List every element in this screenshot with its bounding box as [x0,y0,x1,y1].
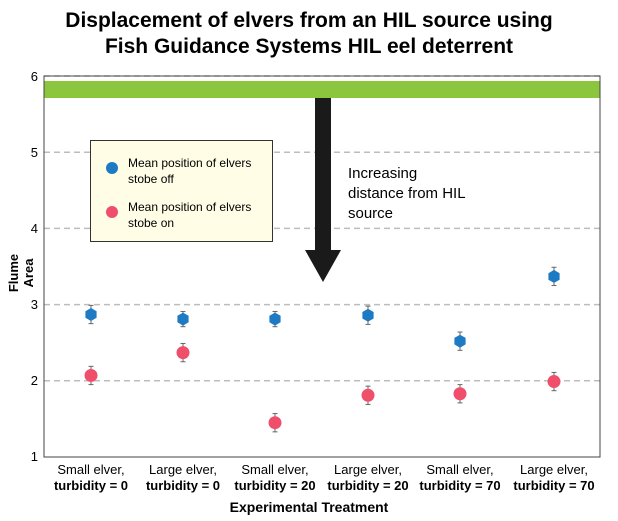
hil-source-band [44,81,600,98]
data-point-strobe-off [269,312,281,326]
category-line2: turbidity = 0 [145,478,221,493]
distance-arrow-head [305,250,341,282]
category-line1: Large elver, [520,462,588,477]
category-line2: turbidity = 70 [513,478,595,493]
y-tick-label: 4 [30,221,38,236]
category-line1: Small elver, [241,462,309,477]
distance-arrow-shaft [315,98,331,250]
data-point-strobe-off [454,334,466,348]
y-tick-label: 6 [30,69,38,84]
category-label: Small elver, turbidity = 70 [405,462,515,494]
data-point-strobe-on [268,416,282,430]
data-point-strobe-off [177,312,189,326]
category-line2: turbidity = 20 [234,478,316,493]
category-label: Large elver, turbidity = 0 [128,462,238,494]
legend-marker-strobe-off [106,162,118,174]
data-point-strobe-on [361,388,375,402]
legend-marker-strobe-on [106,206,118,218]
category-line2: turbidity = 0 [53,478,129,493]
data-point-strobe-off [85,308,97,321]
data-point-strobe-on [453,387,467,401]
category-label: Large elver, turbidity = 70 [499,462,609,494]
annotation-line: source [348,205,394,222]
annotation-text: Increasing distance from HIL source [348,164,518,224]
chart-title-line1: Displacement of elvers from an HIL sourc… [65,9,553,32]
category-line1: Small elver, [57,462,125,477]
x-axis-label: Experimental Treatment [229,499,389,515]
data-point-strobe-on [547,375,561,389]
category-line1: Large elver, [334,462,402,477]
category-label: Small elver, turbidity = 0 [36,462,146,494]
y-tick-label: 5 [30,145,38,160]
annotation-line: distance from HIL [348,185,466,202]
category-line2: turbidity = 70 [419,478,501,493]
chart-title-line2: Fish Guidance Systems HIL eel deterrent [104,35,514,58]
category-line1: Small elver, [426,462,494,477]
plot-frame [43,75,601,458]
data-point-strobe-off [548,269,560,283]
category-line1: Large elver, [149,462,217,477]
legend-label-strobe-on: Mean position of elvers stobe on [128,200,252,230]
y-tick-label: 3 [30,297,38,312]
data-point-strobe-off [362,308,374,322]
category-line2: turbidity = 20 [327,478,409,493]
legend-label-strobe-off: Mean position of elvers stobe off [128,156,252,186]
data-point-strobe-on [84,368,98,382]
y-tick-label: 1 [30,449,38,464]
category-label: Large elver, turbidity = 20 [313,462,423,494]
legend: Mean position of elvers stobe off Mean p… [90,140,273,242]
data-point-strobe-on [176,346,190,360]
y-axis-label: Flume Area [6,253,36,293]
y-tick-label: 2 [30,373,38,388]
category-label: Small elver, turbidity = 20 [220,462,330,494]
annotation-line: Increasing [348,165,418,182]
